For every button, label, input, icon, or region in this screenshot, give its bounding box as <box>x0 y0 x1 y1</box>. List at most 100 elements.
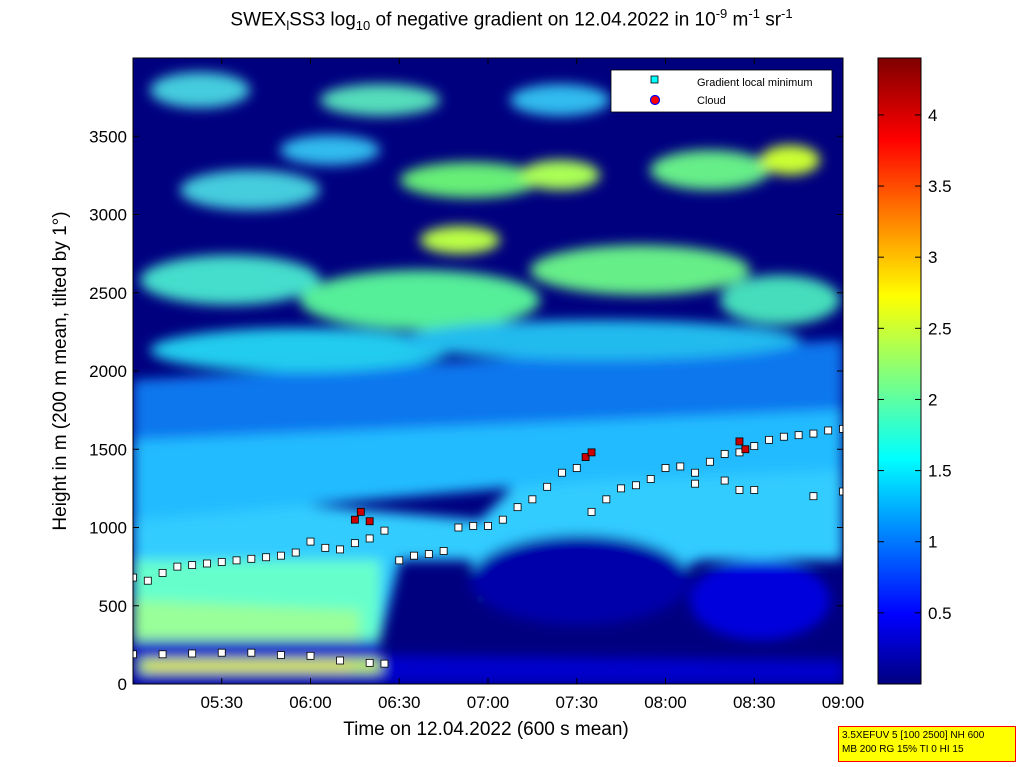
gradient-minimum-marker <box>484 522 492 530</box>
settings-info-box: 3.5XEFUV 5 [100 2500] NH 600 MB 200 RG 1… <box>838 726 1016 762</box>
gradient-minimum-marker <box>720 476 729 485</box>
gradient-minimum-marker <box>158 650 167 659</box>
gradient-minimum-marker <box>513 503 522 512</box>
colorbar-tick-label: 0.5 <box>928 604 952 623</box>
gradient-minimum-marker <box>365 658 374 667</box>
gradient-minimum-marker <box>365 534 374 543</box>
gradient-minimum-marker <box>809 492 818 501</box>
gradient-minimum-marker <box>750 442 759 451</box>
gradient-minimum-marker <box>646 475 655 483</box>
y-tick-label: 1000 <box>89 519 127 538</box>
legend-marker-cloud <box>649 94 661 106</box>
gradient-minimum-marker <box>188 561 197 569</box>
gradient-minimum-marker <box>277 551 285 560</box>
gradient-minimum-marker <box>750 486 759 494</box>
legend-label-gradient: Gradient local minimum <box>697 77 813 89</box>
gradient-minimum-marker <box>454 523 463 532</box>
x-tick-label: 05:30 <box>200 693 243 712</box>
gradient-minimum-marker <box>350 539 359 548</box>
gradient-minimum-marker <box>232 556 241 565</box>
gradient-minimum-marker <box>336 656 344 665</box>
legend-label-cloud: Cloud <box>697 95 726 107</box>
gradient-minimum-marker <box>336 545 344 554</box>
gradient-minimum-marker <box>133 573 137 582</box>
gradient-minimum-marker <box>779 432 788 441</box>
gradient-minimum-marker <box>720 450 729 458</box>
gradient-minimum-marker <box>661 464 670 472</box>
gradient-minimum-marker <box>528 495 537 504</box>
colorbar <box>877 57 922 685</box>
gradient-minimum-marker <box>217 558 226 566</box>
gradient-minimum-marker <box>262 553 271 562</box>
colorbar-tick-label: 1.5 <box>928 462 952 481</box>
legend: Gradient local minimum Cloud <box>610 69 833 113</box>
gradient-minimum-marker <box>188 649 197 658</box>
colorbar-tick-label: 3 <box>928 248 937 267</box>
legend-marker-gradient <box>650 75 659 84</box>
y-tick-label: 1500 <box>89 440 127 459</box>
x-tick-label: 06:30 <box>378 693 421 712</box>
y-tick-label: 3000 <box>89 206 127 225</box>
gradient-minimum-marker <box>617 484 626 493</box>
cloud-marker <box>587 448 596 457</box>
gradient-minimum-marker <box>173 562 182 571</box>
cloud-marker <box>365 517 374 526</box>
gradient-minimum-marker <box>839 487 843 496</box>
gradient-minimum-marker <box>306 537 315 546</box>
y-tick-label: 2500 <box>89 284 127 303</box>
gradient-minimum-marker <box>602 495 611 504</box>
gradient-minimum-marker <box>247 554 256 563</box>
gradient-minimum-marker <box>247 648 256 657</box>
y-axis-label: Height in m (200 m mean, tilted by 1°) <box>50 211 71 530</box>
colorbar-tick-label: 1 <box>928 533 937 552</box>
gradient-minimum-marker <box>676 462 685 471</box>
gradient-minimum-marker <box>277 651 285 659</box>
gradient-minimum-marker <box>321 543 330 552</box>
gradient-minimum-marker <box>691 468 699 477</box>
gradient-minimum-marker <box>824 426 833 435</box>
colorbar-tick-label: 2 <box>928 390 937 409</box>
cloud-marker <box>356 507 365 516</box>
cloud-marker <box>581 453 590 461</box>
x-tick-label: 08:00 <box>644 693 687 712</box>
gradient-minimum-marker <box>839 425 843 433</box>
info-line-1: 3.5XEFUV 5 [100 2500] NH 600 <box>842 730 985 741</box>
colorbar-tick-label: 2.5 <box>928 319 952 338</box>
gradient-minimum-marker <box>291 548 300 557</box>
cloud-marker <box>741 445 750 454</box>
y-tick-label: 0 <box>118 675 127 694</box>
gradient-minimum-marker <box>735 486 744 494</box>
info-line-2: MB 200 RG 15% TI 0 HI 15 <box>842 744 964 755</box>
gradient-minimum-marker <box>395 556 404 565</box>
chart-title: SWEXlSS3 log10 of negative gradient on 1… <box>230 6 793 34</box>
gradient-minimum-marker <box>158 568 167 577</box>
gradient-minimum-marker <box>380 659 389 668</box>
gradient-minimum-marker <box>143 576 152 585</box>
x-tick-label: 06:00 <box>289 693 332 712</box>
gradient-minimum-marker <box>217 648 226 657</box>
gradient-minimum-marker <box>558 468 566 477</box>
gradient-minimum-marker <box>705 457 714 466</box>
colorbar-tick-label: 4 <box>928 106 937 125</box>
heatmap-field <box>133 58 843 684</box>
gradient-minimum-marker <box>543 482 552 491</box>
y-tick-label: 2000 <box>89 362 127 381</box>
cloud-marker <box>735 437 744 446</box>
colorbar-tick-label: 3.5 <box>928 177 952 196</box>
y-tick-label: 3500 <box>89 127 127 146</box>
gradient-minimum-marker <box>380 526 389 535</box>
gradient-minimum-marker <box>765 435 773 444</box>
gradient-minimum-marker <box>306 651 315 660</box>
gradient-minimum-marker <box>424 550 433 559</box>
gradient-minimum-marker <box>439 547 448 555</box>
gradient-minimum-marker <box>794 431 803 440</box>
gradient-minimum-marker <box>587 507 596 516</box>
x-tick-label: 07:00 <box>467 693 510 712</box>
x-tick-label: 08:30 <box>733 693 776 712</box>
gradient-minimum-marker <box>469 522 478 530</box>
gradient-minimum-marker <box>410 551 418 560</box>
gradient-minimum-marker <box>133 650 137 659</box>
gradient-minimum-marker <box>498 515 507 524</box>
gradient-minimum-marker <box>632 481 640 490</box>
